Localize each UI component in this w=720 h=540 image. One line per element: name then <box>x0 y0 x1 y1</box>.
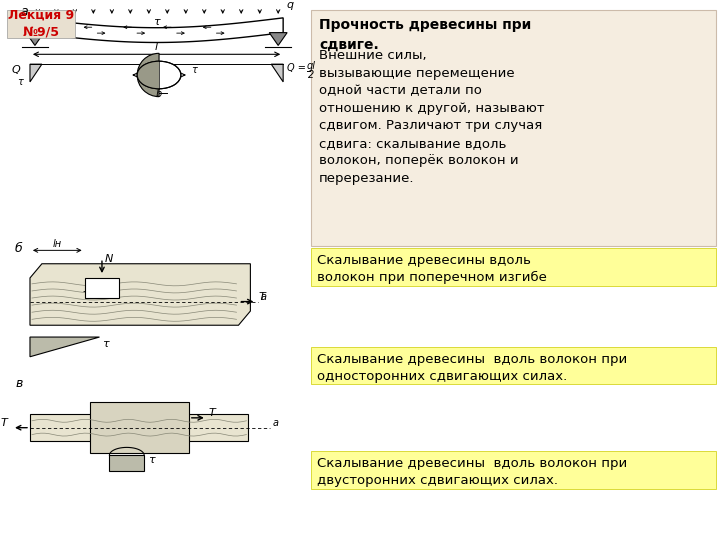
Text: b: b <box>156 89 162 99</box>
Text: lн: lн <box>53 239 62 249</box>
Polygon shape <box>271 64 283 82</box>
FancyBboxPatch shape <box>311 10 716 246</box>
FancyBboxPatch shape <box>311 451 716 489</box>
Text: а: а <box>20 5 27 18</box>
Polygon shape <box>30 337 99 357</box>
Text: Q =: Q = <box>287 63 306 73</box>
Text: l: l <box>155 42 158 52</box>
Text: Q: Q <box>12 65 20 75</box>
Polygon shape <box>30 414 248 442</box>
Polygon shape <box>89 402 189 453</box>
Polygon shape <box>30 64 42 82</box>
Polygon shape <box>30 18 283 43</box>
Text: τ: τ <box>153 17 159 28</box>
Text: Скалывание древесины  вдоль волокон при
односторонних сдвигающих силах.: Скалывание древесины вдоль волокон при о… <box>317 353 627 383</box>
Text: q: q <box>286 0 293 10</box>
FancyBboxPatch shape <box>311 248 716 286</box>
Text: Скалывание древесины  вдоль волокон при
двусторонних сдвигающих силах.: Скалывание древесины вдоль волокон при д… <box>317 457 627 487</box>
Text: τ: τ <box>191 65 197 75</box>
Text: N: N <box>105 254 113 264</box>
Text: ql: ql <box>307 61 316 71</box>
Text: а: а <box>261 292 266 302</box>
Text: 2: 2 <box>308 70 314 80</box>
Ellipse shape <box>138 61 181 89</box>
Text: а: а <box>272 418 278 428</box>
Text: τ: τ <box>17 77 23 87</box>
Polygon shape <box>30 264 251 325</box>
Text: б: б <box>15 242 23 255</box>
Text: Прочность древесины при
сдвиге.: Прочность древесины при сдвиге. <box>319 18 531 51</box>
Text: в: в <box>15 377 22 390</box>
Polygon shape <box>269 32 287 45</box>
Text: Лекция 9
№9/5: Лекция 9 №9/5 <box>8 9 74 39</box>
Text: T: T <box>0 418 7 428</box>
Wedge shape <box>138 53 159 97</box>
Text: τ: τ <box>102 339 109 349</box>
Text: T: T <box>258 292 265 302</box>
Text: Скалывание древесины вдоль
волокон при поперечном изгибе: Скалывание древесины вдоль волокон при п… <box>317 254 546 285</box>
Text: Внешние силы,
вызывающие перемещение
одной части детали по
отношению к другой, н: Внешние силы, вызывающие перемещение одн… <box>319 49 544 185</box>
Polygon shape <box>26 32 44 45</box>
Text: τ: τ <box>148 455 155 465</box>
Text: T: T <box>83 291 89 301</box>
FancyBboxPatch shape <box>311 347 716 384</box>
Polygon shape <box>138 61 159 89</box>
Polygon shape <box>109 455 144 471</box>
Polygon shape <box>84 278 120 298</box>
FancyBboxPatch shape <box>7 10 75 38</box>
Text: T: T <box>209 408 215 418</box>
